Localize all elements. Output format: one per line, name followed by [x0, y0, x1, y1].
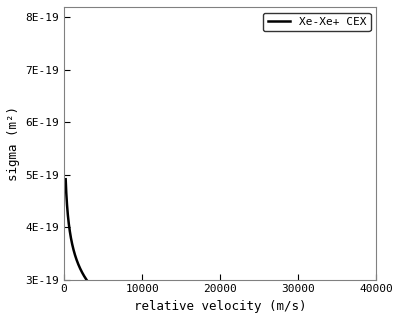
Y-axis label: sigma (m²): sigma (m²) [7, 106, 20, 181]
Xe-Xe+ CEX [117, 307, 122, 310]
X-axis label: relative velocity (m/s): relative velocity (m/s) [134, 300, 306, 313]
Xe-Xe+ CEX [63, 177, 68, 181]
Line: Xe-Xe+ CEX: Xe-Xe+ CEX [66, 179, 376, 320]
Xe-Xe+ CEX [99, 294, 104, 298]
Legend: Xe-Xe+ CEX: Xe-Xe+ CEX [263, 12, 371, 31]
